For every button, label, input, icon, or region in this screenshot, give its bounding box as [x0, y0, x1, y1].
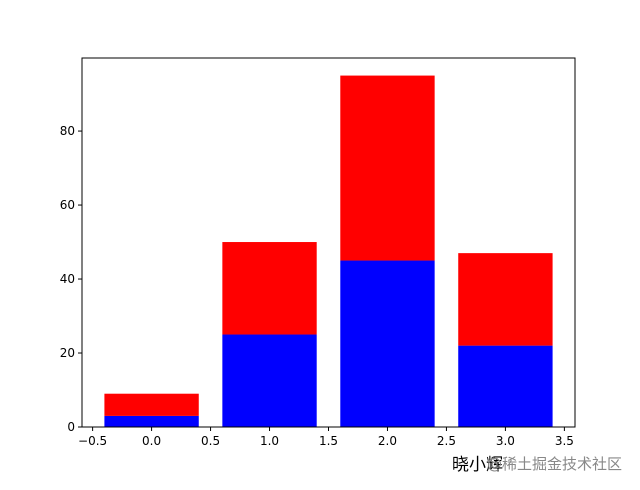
x-tick-label: −0.5	[78, 434, 107, 448]
x-tick-label: 3.5	[555, 434, 574, 448]
bar-segment	[340, 75, 435, 261]
bar-segment	[222, 242, 317, 335]
bar-segment	[222, 334, 317, 427]
bar-segment	[104, 393, 199, 416]
y-tick-label: 80	[60, 124, 75, 138]
watermark: @稀土掘金技术社区	[487, 455, 622, 473]
x-tick-label: 0.0	[142, 434, 161, 448]
y-tick-label: 40	[60, 272, 75, 286]
bar-segment	[458, 253, 553, 346]
x-tick-label: 2.0	[378, 434, 397, 448]
x-tick-label: 3.0	[496, 434, 515, 448]
y-tick-label: 0	[67, 420, 75, 434]
bar-segment	[340, 260, 435, 427]
bar-segment	[458, 345, 553, 427]
signature: 晓小辉	[452, 455, 503, 475]
x-tick-label: 0.5	[201, 434, 220, 448]
x-tick-label: 2.5	[437, 434, 456, 448]
y-tick-label: 20	[60, 346, 75, 360]
x-tick-label: 1.5	[319, 434, 338, 448]
bar-segment	[104, 415, 199, 427]
x-tick-label: 1.0	[260, 434, 279, 448]
y-tick-label: 60	[60, 198, 75, 212]
